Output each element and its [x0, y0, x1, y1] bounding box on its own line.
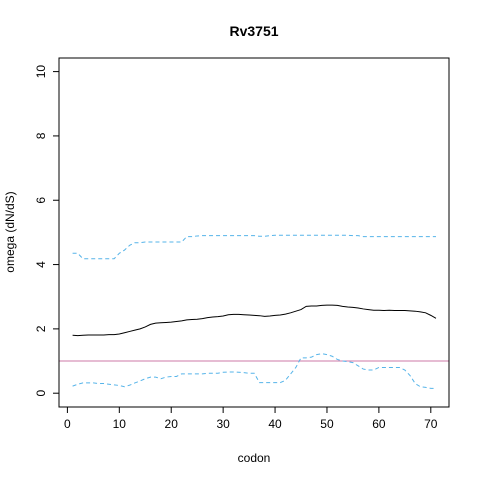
- y-axis: 0 2 4 6 8 10: [34, 65, 59, 397]
- y-tick-label: 10: [34, 65, 48, 79]
- y-axis-label: omega (dN/dS): [3, 191, 17, 272]
- x-tick-label: 10: [113, 417, 127, 431]
- y-tick-label: 2: [34, 325, 48, 332]
- x-tick-label: 70: [424, 417, 438, 431]
- x-tick-label: 0: [64, 417, 71, 431]
- x-axis-label: codon: [238, 451, 271, 465]
- x-tick-label: 40: [268, 417, 282, 431]
- x-tick-label: 50: [320, 417, 334, 431]
- plot-frame: [58, 57, 450, 408]
- chart-title: Rv3751: [229, 23, 278, 39]
- y-tick-label: 8: [34, 132, 48, 139]
- y-tick-label: 4: [34, 261, 48, 268]
- series-line-lower-ci: [72, 353, 436, 389]
- y-tick-label: 6: [34, 197, 48, 204]
- x-axis: 0 10 20 30 40 50 60 70: [64, 407, 438, 431]
- x-tick-label: 20: [165, 417, 179, 431]
- series-line-upper-ci: [72, 234, 436, 260]
- series-line-mean: [72, 304, 437, 337]
- y-tick-label: 0: [34, 390, 48, 397]
- plot-area: [59, 234, 449, 389]
- x-tick-label: 30: [216, 417, 230, 431]
- x-tick-label: 60: [372, 417, 386, 431]
